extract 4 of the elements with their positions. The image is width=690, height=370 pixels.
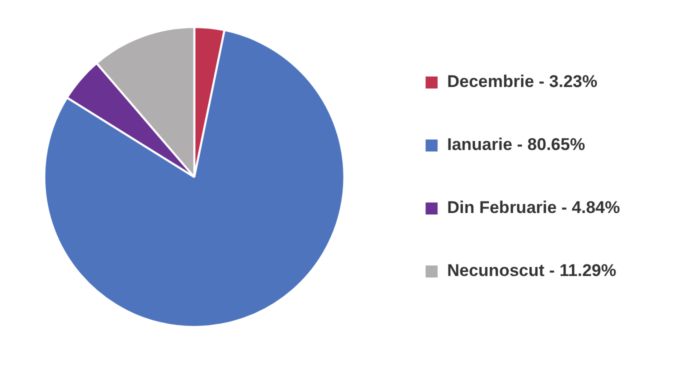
legend-label: Din Februarie - 4.84% bbox=[447, 198, 620, 218]
legend-label: Necunoscut - 11.29% bbox=[447, 261, 616, 280]
legend-label: Decembrie - 3.23% bbox=[447, 72, 598, 92]
legend-label: Ianuarie - 80.65% bbox=[447, 135, 586, 154]
